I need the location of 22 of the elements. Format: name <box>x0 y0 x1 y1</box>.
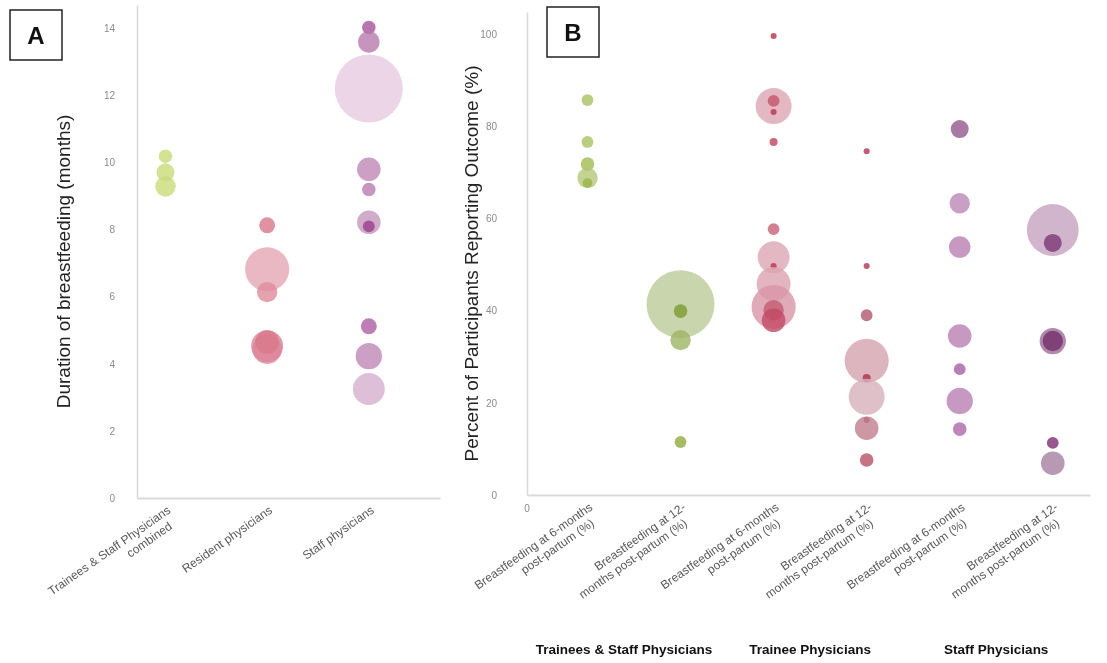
y-tick-label: 2 <box>109 425 116 437</box>
y-tick-label: 80 <box>485 121 498 132</box>
y-tick-label: 100 <box>480 28 498 40</box>
y-axis-title: Percent of Participants Reporting Outcome (%) <box>461 65 482 462</box>
text: A <box>27 22 45 49</box>
y-tick-label: 20 <box>485 397 498 409</box>
y-tick-label: 0 <box>109 492 116 504</box>
y-tick-label: 60 <box>485 213 498 225</box>
y-tick-label: 8 <box>109 224 116 236</box>
y-tick-label: 10 <box>103 157 116 169</box>
text: 0 <box>524 503 531 514</box>
annotation: B <box>564 19 582 46</box>
y-tick-label: 14 <box>103 23 116 35</box>
text: Staff Physicians <box>944 642 1049 657</box>
y-axis-title: Duration of breastfeeding (months) <box>53 114 74 409</box>
y-tick-label: 40 <box>485 305 498 317</box>
y-tick-label: 4 <box>109 358 116 370</box>
text: Trainee Physicians <box>749 642 871 657</box>
text: Trainees & Staff Physicians <box>535 642 713 657</box>
y-tick-label: 0 <box>491 489 498 501</box>
y-tick-label: 6 <box>109 291 116 303</box>
y-tick-label: 12 <box>103 90 116 102</box>
